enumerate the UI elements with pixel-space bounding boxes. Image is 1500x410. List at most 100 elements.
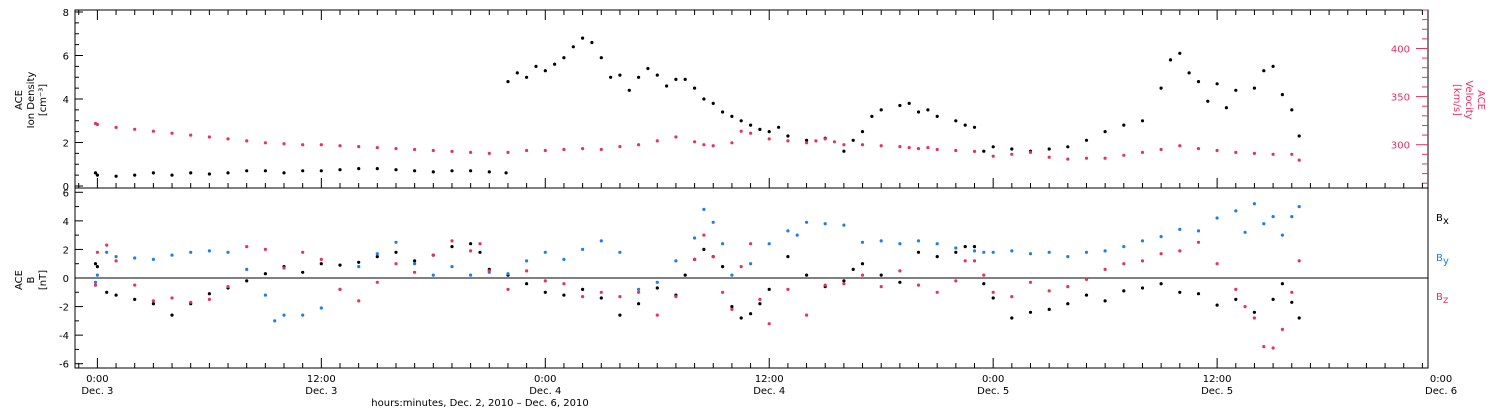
bz-point xyxy=(338,288,341,291)
by-point xyxy=(712,221,715,224)
velocity-point xyxy=(282,142,285,145)
by-point xyxy=(282,314,285,317)
bx-point xyxy=(954,251,957,254)
velocity-point xyxy=(562,148,565,151)
bx-point xyxy=(982,282,985,285)
bx-point xyxy=(740,316,743,319)
by-point xyxy=(1048,251,1051,254)
bz-point xyxy=(133,284,136,287)
density-point xyxy=(1225,106,1228,109)
velocity-point xyxy=(189,134,192,137)
bz-point xyxy=(936,291,939,294)
bx-point xyxy=(264,272,267,275)
density-point xyxy=(282,171,285,174)
legend-by-subscript: y xyxy=(1443,256,1449,267)
by-point xyxy=(1281,234,1284,237)
density-axis-ticks: 02468 xyxy=(63,8,83,193)
bx-point xyxy=(637,302,640,305)
bz-point xyxy=(758,298,761,301)
bz-point xyxy=(1122,262,1125,265)
bx-point xyxy=(105,291,108,294)
density-point xyxy=(973,126,976,129)
density-point xyxy=(525,76,528,79)
density-point xyxy=(1206,100,1209,103)
density-point xyxy=(115,175,118,178)
bz-point xyxy=(721,291,724,294)
bz-point xyxy=(264,248,267,251)
bx-point xyxy=(469,242,472,245)
legend-by: B y xyxy=(1436,253,1449,267)
density-point xyxy=(684,78,687,81)
bx-point xyxy=(544,291,547,294)
density-point xyxy=(553,63,556,66)
bz-point xyxy=(394,262,397,265)
bz-point xyxy=(1010,295,1013,298)
magnetic-field-panel: -6 -4 -2 0 2 4 6 ACE B [nT] B x B y B z xyxy=(14,188,1449,371)
bz-point xyxy=(1244,305,1247,308)
velocity-point xyxy=(1066,158,1069,161)
bz-point xyxy=(600,291,603,294)
bx-point xyxy=(478,251,481,254)
velocity-point xyxy=(730,141,733,144)
bz-point xyxy=(656,314,659,317)
density-tick-label: 6 xyxy=(63,52,69,63)
bz-point xyxy=(525,269,528,272)
bz-point xyxy=(282,266,285,269)
bx-point xyxy=(1290,301,1293,304)
bx-point xyxy=(805,274,808,277)
velocity-point xyxy=(245,139,248,142)
density-point xyxy=(1122,124,1125,127)
bz-point xyxy=(786,288,789,291)
bz-point xyxy=(1141,259,1144,262)
by-point xyxy=(245,268,248,271)
by-point xyxy=(1104,249,1107,252)
density-point xyxy=(320,169,323,172)
density-velocity-panel: 0 2 4 6 8 300 350 400 ACE Ion Density [cm⁻³] A… xyxy=(14,8,1486,193)
legend-bx-letter: B xyxy=(1436,213,1443,224)
bz-point xyxy=(1066,285,1069,288)
by-point xyxy=(954,246,957,249)
velocity-point xyxy=(488,152,491,155)
by-point xyxy=(824,222,827,225)
time-tick-label: 0:00 xyxy=(1430,374,1452,385)
velocity-tick-label: 300 xyxy=(1391,141,1410,152)
velocity-point xyxy=(842,143,845,146)
bx-point xyxy=(917,251,920,254)
density-point xyxy=(208,172,211,175)
velocity-point xyxy=(357,145,360,148)
velocity-point xyxy=(833,140,836,143)
bx-point xyxy=(394,251,397,254)
density-point xyxy=(1160,87,1163,90)
density-point xyxy=(1048,147,1051,150)
by-point xyxy=(1272,215,1275,218)
density-point xyxy=(1188,71,1191,74)
velocity-point xyxy=(1234,151,1237,154)
bz-point xyxy=(674,295,677,298)
bz-point xyxy=(320,258,323,261)
density-point xyxy=(749,124,752,127)
by-point xyxy=(1244,231,1247,234)
bz-point xyxy=(96,251,99,254)
by-point xyxy=(1197,229,1200,232)
by-point xyxy=(917,239,920,242)
by-point xyxy=(796,234,799,237)
velocity-point xyxy=(544,149,547,152)
bx-point xyxy=(96,265,99,268)
density-point xyxy=(880,108,883,111)
velocity-point xyxy=(880,144,883,147)
velocity-point xyxy=(768,137,771,140)
density-point xyxy=(721,110,724,113)
field-tick-label: 4 xyxy=(63,217,69,228)
bz-point xyxy=(805,314,808,317)
legend-by-letter: B xyxy=(1436,253,1443,264)
bx-point xyxy=(684,274,687,277)
velocity-point xyxy=(1048,156,1051,159)
bx-point xyxy=(1234,298,1237,301)
by-point xyxy=(506,272,509,275)
velocity-point xyxy=(926,146,929,149)
bx-point xyxy=(749,312,752,315)
field-tick-label: 2 xyxy=(63,245,69,256)
velocity-tick-label: 350 xyxy=(1391,93,1410,104)
density-point xyxy=(189,171,192,174)
time-tick-label: 0:00 xyxy=(534,374,556,385)
